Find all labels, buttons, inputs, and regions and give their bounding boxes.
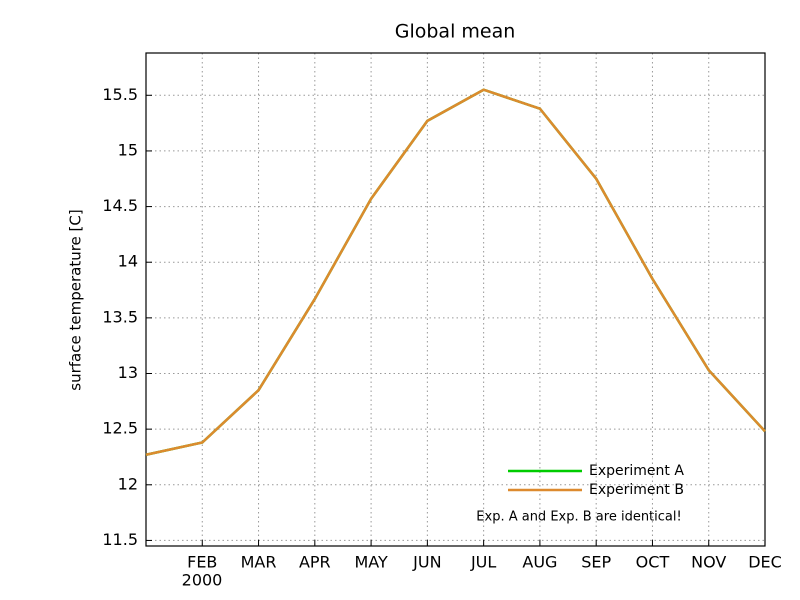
x-tick-label: DEC (748, 553, 782, 572)
plot-frame (145, 52, 766, 547)
x-tick-label: APR (299, 553, 331, 572)
chart-title: Global mean (395, 21, 516, 43)
series-line (145, 88, 766, 456)
x-tick-label: JUL (470, 553, 496, 572)
y-axis-label: surface temperature [C] (67, 209, 85, 390)
annotation: Exp. A and Exp. B are identical! (476, 510, 681, 525)
y-tick-label: 13 (118, 363, 138, 382)
x-tick-label: JUN (412, 553, 441, 572)
x-tick-label: SEP (581, 553, 611, 572)
x-tick-label: MAR (241, 553, 277, 572)
legend-label: Experiment A (589, 463, 684, 479)
y-tick-label: 11.5 (102, 530, 138, 549)
x-tick-label: MAY (354, 553, 388, 572)
series-line (145, 88, 766, 456)
x-tick-label: NOV (691, 553, 726, 572)
x-sublabel: 2000 (182, 571, 223, 590)
y-tick-label: 15 (118, 140, 138, 159)
x-tick-label: FEB (187, 553, 217, 572)
y-tick-label: 12 (118, 474, 138, 493)
y-tick-label: 15.5 (102, 85, 138, 104)
y-tick-label: 14.5 (102, 196, 138, 215)
y-tick-label: 14 (118, 252, 138, 271)
x-tick-label: AUG (522, 553, 557, 572)
x-tick-label: OCT (636, 553, 670, 572)
y-tick-label: 13.5 (102, 307, 138, 326)
legend-label: Experiment B (589, 482, 684, 498)
y-tick-label: 12.5 (102, 419, 138, 438)
